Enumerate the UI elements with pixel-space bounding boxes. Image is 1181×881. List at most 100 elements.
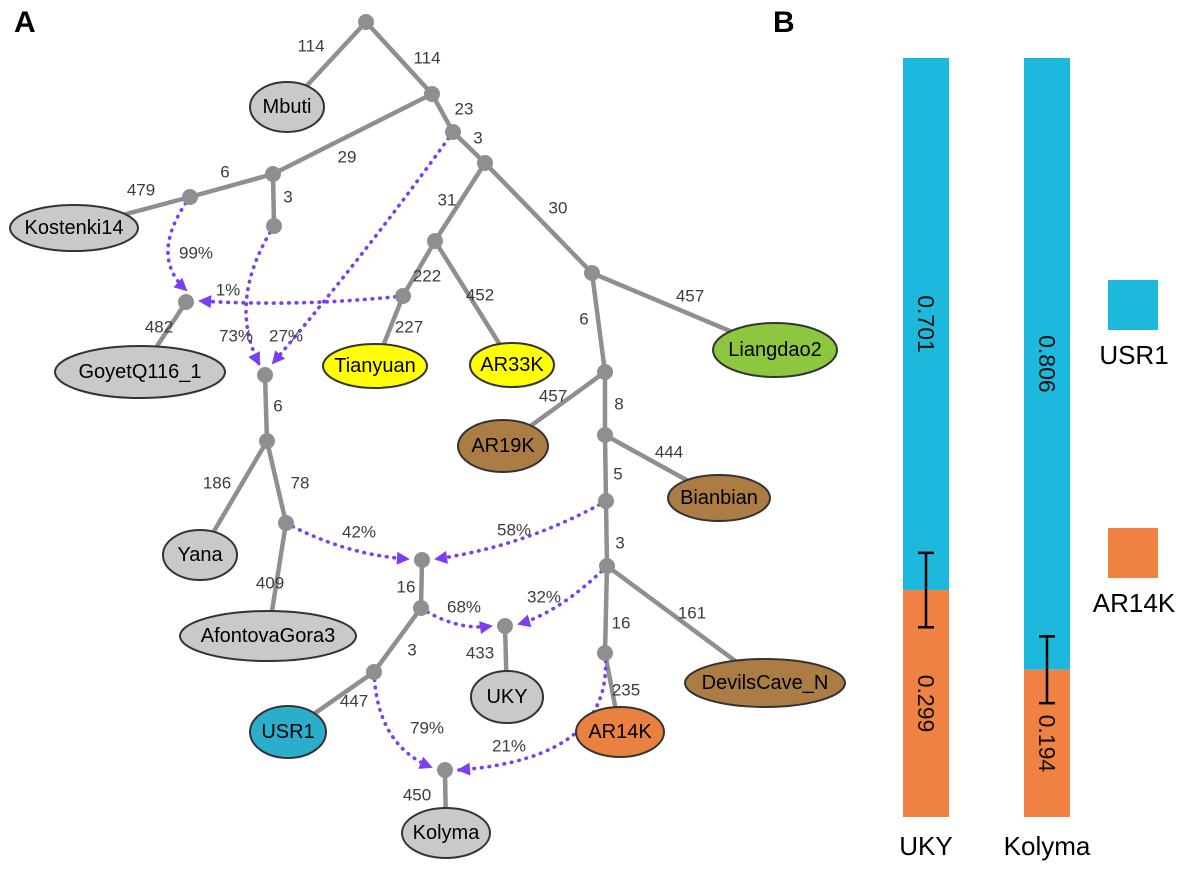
graph-nodes: [178, 14, 615, 778]
edge-weight-label: 457: [676, 287, 704, 306]
error-bar: [1039, 635, 1055, 705]
leaf-ellipse: [575, 706, 665, 758]
leaf-label: AR14K: [588, 721, 652, 743]
bar-chart: 0.701 0.299 0.806 0.194 UKY Kolyma USR1 …: [899, 58, 1176, 861]
drift-edge: [363, 19, 435, 97]
leaf-ellipse: [54, 345, 226, 399]
admixture-percentage-label: 27%: [269, 327, 303, 346]
drift-edge: [270, 91, 435, 177]
admixture-edge-79: [372, 670, 433, 769]
admixture-percentage-label: 32%: [527, 588, 561, 607]
edge-weight-label: 6: [220, 163, 229, 182]
edge-weight-label: 30: [549, 199, 568, 218]
leaf-label: Mbuti: [263, 96, 312, 118]
admixture-edge-73: [244, 224, 276, 366]
legend-label-usr1: USR1: [1099, 340, 1168, 370]
admixture-edge-27: [271, 130, 455, 365]
leaf-bianbian: Bianbian: [667, 474, 771, 522]
leaf-label: AR33K: [480, 354, 544, 376]
graph-node: [424, 86, 440, 102]
edge-weight-label: 447: [340, 692, 368, 711]
drift-edge: [603, 498, 610, 569]
admixture-percentage-labels: 99% 1% 73% 27% 42% 58% 68% 32% 79% 21%: [179, 244, 561, 756]
graph-node: [437, 762, 453, 778]
graph-node: [597, 645, 613, 661]
leaf-ellipse: [9, 204, 139, 252]
admixture-percentage-label: 58%: [497, 521, 531, 540]
edge-weight-label: 78: [291, 474, 310, 493]
graph-node: [265, 166, 281, 182]
edge-weight-label: 482: [145, 318, 173, 337]
bar-value-label: 0.194: [1034, 715, 1060, 773]
legend-swatch-usr1: [1108, 280, 1158, 330]
leaf-yana: Yana: [162, 529, 238, 581]
leaf-ellipse: [249, 705, 327, 759]
legend-label-ar14k: AR14K: [1093, 588, 1176, 618]
graph-node: [259, 433, 275, 449]
category-label-uky: UKY: [899, 831, 952, 861]
leaf-ar14k: AR14K: [575, 706, 665, 758]
edge-weight-label: 409: [256, 574, 284, 593]
admixture-percentage-label: 21%: [492, 737, 526, 756]
edge-weight-label: 5: [613, 465, 622, 484]
drift-edge: [264, 438, 289, 526]
graph-node: [278, 515, 294, 531]
drift-edge: [602, 563, 610, 656]
leaf-devilscave-n: DevilsCave_N: [684, 658, 846, 708]
drift-edge: [262, 372, 270, 444]
graph-node: [266, 218, 282, 234]
admixture-edge-99: [166, 195, 192, 292]
bar-uky-usr1-segment: [903, 58, 949, 591]
graph-node: [257, 367, 273, 383]
graph-node: [599, 558, 615, 574]
leaf-label: Liangdao2: [728, 339, 821, 361]
leaf-uky: UKY: [470, 670, 544, 724]
edge-weight-label: 457: [539, 387, 567, 406]
drift-edge: [418, 557, 425, 611]
admixture-percentage-label: 99%: [179, 244, 213, 263]
leaf-label: Yana: [177, 544, 223, 566]
leaf-ellipse: [162, 529, 238, 581]
edge-weight-label: 452: [466, 286, 494, 305]
bar-value-label: 0.299: [913, 675, 939, 733]
edge-weight-label: 444: [655, 443, 683, 462]
leaf-label: AfontovaGora3: [201, 625, 336, 647]
graph-node: [597, 364, 613, 380]
edge-weight-label: 6: [273, 397, 282, 416]
admixture-edge-21: [457, 651, 608, 776]
leaf-ellipse: [457, 419, 549, 473]
leaf-label: AR19K: [471, 435, 535, 457]
drift-edge: [432, 160, 488, 244]
edge-weight-label: 161: [678, 604, 706, 623]
graph-node: [413, 600, 429, 616]
leaf-kolyma: Kolyma: [401, 807, 491, 859]
legend: USR1 AR14K: [1093, 280, 1176, 618]
drift-edge: [482, 160, 595, 276]
category-label-kolyma: Kolyma: [1004, 831, 1091, 861]
admixture-edge-42: [284, 521, 410, 565]
leaf-tianyuan: Tianyuan: [322, 343, 428, 389]
graph-node: [182, 189, 198, 205]
leaf-afontovagora3: AfontovaGora3: [179, 610, 357, 662]
edge-weight-label: 222: [413, 267, 441, 286]
edge-weight-label: 23: [455, 100, 474, 119]
edge-weight-label: 114: [297, 37, 324, 56]
leaf-ellipse: [322, 343, 428, 389]
drift-edge: [371, 605, 424, 675]
graph-node: [178, 294, 194, 310]
bar-kolyma-usr1-segment: [1024, 58, 1070, 670]
graph-node: [414, 552, 430, 568]
leaf-usr1: USR1: [249, 705, 327, 759]
leaf-label: Tianyuan: [334, 355, 416, 377]
leaf-label: UKY: [486, 686, 527, 708]
edge-weight-label: 3: [283, 188, 292, 207]
bar-value-label: 0.701: [913, 295, 939, 353]
leaf-ar19k: AR19K: [457, 419, 549, 473]
edge-weight-label: 3: [407, 641, 416, 660]
leaf-ellipse: [179, 610, 357, 662]
drift-edge: [187, 171, 276, 200]
graph-node: [358, 14, 374, 30]
graph-node: [584, 265, 600, 281]
edge-weight-label: 450: [403, 786, 431, 805]
